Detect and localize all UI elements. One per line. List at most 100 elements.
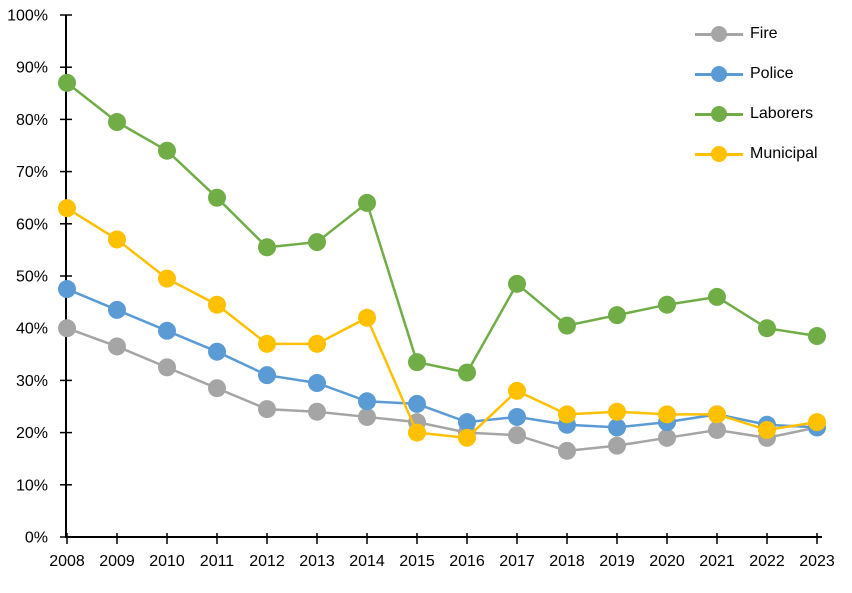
police-series-point <box>308 374 326 393</box>
municipal-series-point <box>808 413 826 432</box>
fire-series-point <box>258 400 276 419</box>
laborers-series-point <box>808 327 826 346</box>
x-axis-tick-label: 2018 <box>549 553 585 570</box>
x-axis-tick-label: 2013 <box>299 553 335 570</box>
legend-item-fire: Fire <box>695 14 818 54</box>
municipal-series-point <box>108 230 126 249</box>
fire-series-sample-icon <box>695 26 743 42</box>
legend-label-police: Police <box>750 65 794 82</box>
municipal-series-point <box>158 269 176 288</box>
fire-series-line <box>66 327 818 453</box>
municipal-series-point <box>208 295 226 314</box>
laborers-series-point <box>758 319 776 338</box>
x-axis-tick-label: 2014 <box>349 553 385 570</box>
y-axis-tick-label: 0% <box>25 530 48 547</box>
police-series-sample-icon <box>695 66 743 82</box>
municipal-series-point <box>408 423 426 442</box>
police-series-point <box>458 413 476 432</box>
x-axis-tick-label: 2011 <box>200 553 235 570</box>
fire-series-point <box>708 420 726 439</box>
municipal-series-point <box>358 308 376 327</box>
municipal-series-point <box>658 405 676 424</box>
fire-series-point <box>508 426 526 445</box>
municipal-series-point <box>258 334 276 353</box>
police-series-point <box>158 321 176 340</box>
municipal-series-point <box>458 428 476 447</box>
police-series-point <box>258 366 276 385</box>
municipal-series-point <box>558 405 576 424</box>
y-axis-tick-label: 90% <box>16 60 48 77</box>
laborers-series-point <box>658 295 676 314</box>
laborers-series-line <box>66 81 818 374</box>
legend-label-laborers: Laborers <box>750 105 814 122</box>
police-series-point <box>208 342 226 361</box>
laborers-series-point <box>208 188 226 207</box>
x-axis-tick-label: 2016 <box>449 553 485 570</box>
x-axis-tick-label: 2022 <box>749 553 785 570</box>
x-axis-tick-label: 2015 <box>399 553 435 570</box>
y-axis-tick-label: 40% <box>16 321 48 338</box>
laborers-series-point <box>158 141 176 160</box>
y-axis-tick-label: 30% <box>16 373 48 390</box>
x-axis-tick-label: 2019 <box>599 553 635 570</box>
legend-label-fire: Fire <box>750 25 778 42</box>
legend-item-municipal: Municipal <box>695 134 818 174</box>
legend: Fire Police Laborers Municipal <box>695 14 818 174</box>
fire-series-point <box>208 379 226 398</box>
legend-label-municipal: Municipal <box>750 145 818 162</box>
fire-series-point <box>58 319 76 338</box>
laborers-series-point <box>358 193 376 212</box>
police-series-point <box>408 394 426 413</box>
police-series-point <box>108 300 126 319</box>
y-axis-tick-label: 20% <box>16 425 48 442</box>
x-axis-tick-label: 2023 <box>799 553 835 570</box>
laborers-series-point <box>558 316 576 335</box>
fire-series-point <box>608 436 626 455</box>
y-axis-tick-label: 60% <box>16 216 48 233</box>
x-axis-tick-label: 2020 <box>649 553 685 570</box>
fire-series-point <box>658 428 676 447</box>
x-axis-tick-label: 2008 <box>49 553 85 570</box>
laborers-series-point <box>408 353 426 372</box>
legend-item-laborers: Laborers <box>695 94 818 134</box>
municipal-series-point <box>758 420 776 439</box>
fire-series-point <box>358 407 376 426</box>
y-axis-tick-label: 100% <box>7 8 48 25</box>
laborers-series-sample-icon <box>695 106 743 122</box>
municipal-series-line <box>66 207 818 440</box>
laborers-series-point <box>308 233 326 252</box>
y-axis-tick-label: 10% <box>16 477 48 494</box>
laborers-series-point <box>508 274 526 293</box>
laborers-series-point <box>458 363 476 382</box>
police-series-point <box>358 392 376 411</box>
fire-series-point <box>158 358 176 377</box>
x-axis-tick-label: 2010 <box>149 553 185 570</box>
laborers-series-point <box>608 306 626 325</box>
fire-series-point <box>558 441 576 460</box>
fire-series-point <box>108 337 126 356</box>
police-series-point <box>608 418 626 437</box>
municipal-series-sample-icon <box>695 146 743 162</box>
laborers-series-point <box>108 113 126 132</box>
legend-item-police: Police <box>695 54 818 94</box>
fire-series-point <box>308 402 326 421</box>
municipal-series-point <box>308 334 326 353</box>
laborers-series-point <box>258 238 276 257</box>
laborers-series-point <box>58 73 76 92</box>
police-series-line <box>66 287 818 429</box>
x-axis-tick-label: 2009 <box>99 553 135 570</box>
y-axis-tick-label: 70% <box>16 164 48 181</box>
police-series-point <box>508 407 526 426</box>
municipal-series-point <box>608 402 626 421</box>
municipal-series-point <box>508 381 526 400</box>
y-axis-tick-label: 80% <box>16 112 48 129</box>
laborers-series-point <box>708 287 726 306</box>
police-series-point <box>58 280 76 299</box>
y-axis-tick-label: 50% <box>16 269 48 286</box>
municipal-series-point <box>708 405 726 424</box>
x-axis-tick-label: 2012 <box>249 553 285 570</box>
municipal-series-point <box>58 199 76 218</box>
x-axis-tick-label: 2021 <box>699 553 735 570</box>
